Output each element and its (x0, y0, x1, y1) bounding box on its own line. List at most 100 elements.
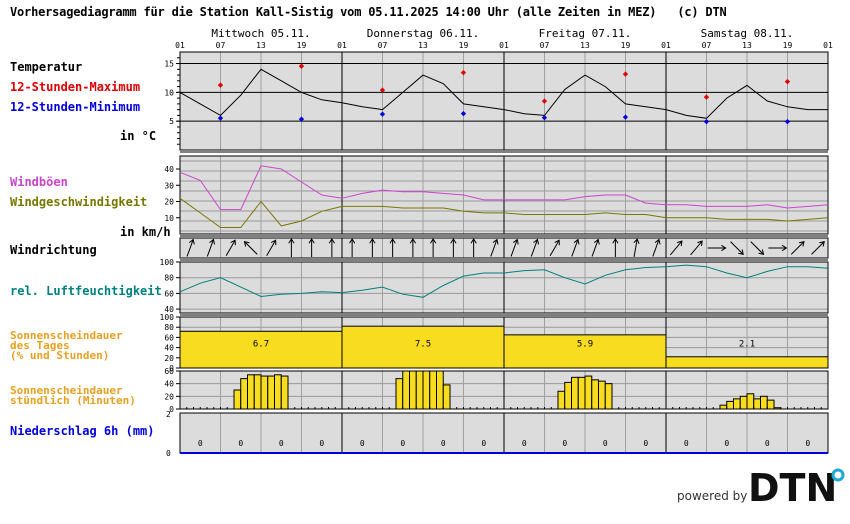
svg-text:100: 100 (160, 313, 175, 322)
logo-accent-icon (831, 468, 845, 482)
hour-label: 13 (418, 41, 428, 50)
wind-unit-label: in km/h (120, 225, 171, 239)
temp-max-label: 12-Stunden-Maximum (10, 80, 141, 94)
svg-text:0: 0 (169, 364, 174, 373)
svg-text:◆: ◆ (461, 109, 467, 119)
svg-text:80: 80 (164, 323, 174, 332)
wind-speed-label: Windgeschwindigkeit (10, 195, 148, 209)
hour-label: 01 (661, 41, 671, 50)
hour-label: 13 (580, 41, 590, 50)
svg-text:0: 0 (441, 439, 446, 448)
svg-text:7.5: 7.5 (415, 340, 431, 350)
hour-label: 19 (620, 41, 631, 50)
hour-label: 07 (377, 41, 388, 50)
day-label: Freitag 07.11. (538, 27, 632, 40)
sun-day-label-1: Sonnenscheindauer (10, 329, 123, 342)
svg-text:◆: ◆ (218, 80, 224, 90)
svg-text:2.1: 2.1 (739, 340, 755, 350)
gust-label: Windböen (10, 175, 68, 189)
svg-text:5: 5 (169, 117, 174, 126)
svg-text:100: 100 (160, 258, 175, 267)
svg-text:0: 0 (319, 439, 324, 448)
hour-label: 19 (458, 41, 469, 50)
svg-text:15: 15 (164, 60, 174, 69)
svg-text:40: 40 (164, 165, 174, 174)
temp-min-label: 12-Stunden-Minimum (10, 100, 141, 114)
svg-text:60: 60 (164, 367, 174, 376)
svg-text:0: 0 (166, 449, 171, 458)
svg-text:30: 30 (164, 181, 174, 190)
day-label: Donnerstag 06.11. (366, 27, 480, 40)
svg-text:0: 0 (481, 439, 486, 448)
hour-label: 19 (296, 41, 307, 50)
hour-label: 01 (175, 41, 185, 50)
svg-text:0: 0 (765, 439, 770, 448)
hour-label: 07 (701, 41, 712, 50)
svg-text:◆: ◆ (218, 114, 224, 124)
hour-label: 01 (337, 41, 347, 50)
humidity-label: rel. Luftfeuchtigkeit (10, 284, 162, 298)
svg-text:40: 40 (164, 344, 174, 353)
svg-text:0: 0 (805, 439, 810, 448)
svg-text:60: 60 (164, 333, 174, 342)
svg-text:◆: ◆ (785, 77, 791, 87)
svg-text:◆: ◆ (380, 110, 386, 120)
day-label: Mittwoch 05.11. (211, 27, 311, 40)
svg-text:20: 20 (164, 392, 174, 401)
svg-text:◆: ◆ (461, 68, 467, 78)
svg-text:◆: ◆ (299, 114, 305, 124)
svg-text:DTN: DTN (748, 466, 837, 506)
svg-text:0: 0 (198, 439, 203, 448)
temperature-label: Temperatur (10, 60, 83, 74)
hour-label: 07 (539, 41, 550, 50)
svg-text:0: 0 (684, 439, 689, 448)
svg-text:20: 20 (164, 354, 174, 363)
svg-text:0: 0 (400, 439, 405, 448)
sun-hour-label-2: stündlich (Minuten) (10, 394, 136, 407)
svg-text:80: 80 (164, 274, 174, 283)
svg-text:◆: ◆ (704, 117, 710, 127)
hour-label: 19 (782, 41, 793, 50)
svg-text:◆: ◆ (785, 117, 791, 127)
sun-day-label-3: (% und Stunden) (10, 349, 110, 362)
svg-text:10: 10 (164, 214, 174, 223)
svg-text:0: 0 (360, 439, 365, 448)
svg-text:0: 0 (522, 439, 527, 448)
hour-label: 13 (256, 41, 266, 50)
svg-text:◆: ◆ (542, 113, 548, 123)
powered-by-text: powered by (677, 489, 748, 503)
svg-text:40: 40 (164, 305, 174, 314)
day-label: Samstag 08.11. (700, 27, 794, 40)
hour-label: 13 (742, 41, 752, 50)
svg-text:0: 0 (562, 439, 567, 448)
svg-text:2: 2 (166, 410, 171, 419)
precip-label: Niederschlag 6h (mm) (10, 424, 155, 438)
hour-label: 01 (823, 41, 833, 50)
sun-hour-label-1: Sonnenscheindauer (10, 384, 123, 397)
svg-text:20: 20 (164, 198, 174, 207)
svg-text:0: 0 (603, 439, 608, 448)
svg-text:5.9: 5.9 (577, 340, 593, 350)
wind-direction-label: Windrichtung (10, 243, 97, 257)
svg-text:0: 0 (279, 439, 284, 448)
svg-text:◆: ◆ (542, 96, 548, 106)
svg-text:10: 10 (164, 88, 174, 97)
svg-text:60: 60 (164, 289, 174, 298)
temp-unit-label: in °C (120, 129, 157, 143)
svg-text:◆: ◆ (704, 92, 710, 102)
dtn-logo: DTN (748, 466, 845, 506)
svg-text:◆: ◆ (623, 113, 629, 123)
svg-text:◆: ◆ (380, 85, 386, 95)
hour-label: 07 (215, 41, 226, 50)
svg-text:40: 40 (164, 380, 174, 389)
svg-text:◆: ◆ (299, 61, 305, 71)
svg-text:0: 0 (238, 439, 243, 448)
svg-text:◆: ◆ (623, 69, 629, 79)
svg-text:0: 0 (169, 405, 174, 414)
page-title: Vorhersagediagramm für die Station Kall-… (10, 5, 727, 19)
sun-day-label-2: des Tages (10, 339, 70, 352)
hour-label: 01 (499, 41, 509, 50)
svg-text:0: 0 (643, 439, 648, 448)
svg-text:0: 0 (724, 439, 729, 448)
